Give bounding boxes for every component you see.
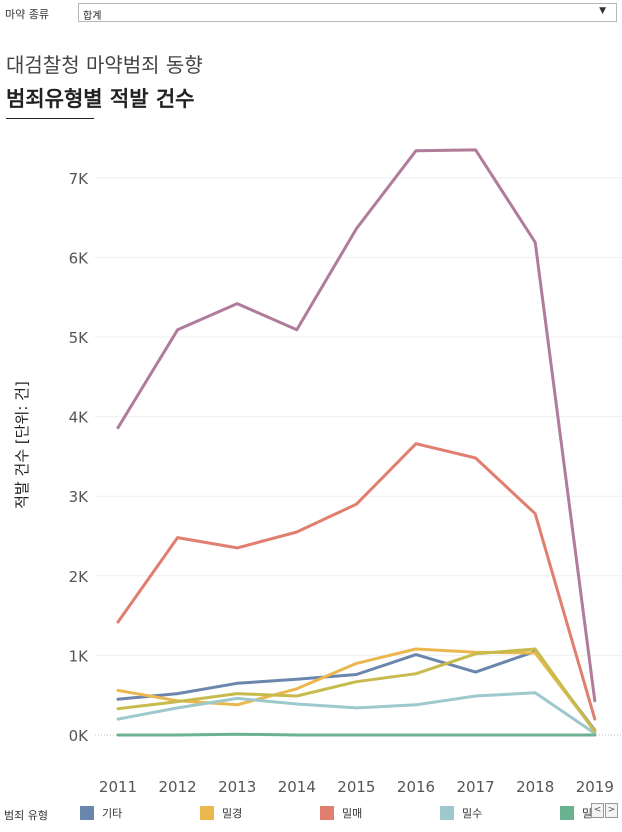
x-tick-label: 2016: [397, 778, 435, 796]
y-tick-label: 7K: [69, 170, 90, 188]
series-line-기타[interactable]: [116, 649, 597, 732]
y-tick-label: 2K: [69, 568, 90, 586]
y-tick-label: 3K: [69, 488, 90, 506]
legend-title: 범죄 유형: [4, 809, 48, 822]
series-line-밀수[interactable]: [116, 691, 597, 735]
y-tick-label: 1K: [69, 647, 90, 665]
y-tick-label: 4K: [69, 409, 90, 427]
series-line-밀매[interactable]: [116, 442, 597, 721]
legend-scroll-left-button[interactable]: <: [591, 803, 604, 818]
drug-type-dropdown[interactable]: 합계 ▼: [78, 3, 617, 22]
page-title: 대검찰청 마약범죄 동향: [6, 53, 203, 77]
legend-item-truncated[interactable]: 밀: [560, 805, 592, 821]
legend-item-etc[interactable]: 기타: [80, 805, 122, 821]
legend-label: 밀수: [462, 807, 483, 820]
series-line-밀경[interactable]: [116, 647, 597, 733]
x-tick-label: 2018: [516, 778, 554, 796]
series-line-밀[interactable]: [116, 732, 597, 737]
legend-scroll-right-button[interactable]: >: [605, 803, 618, 818]
x-tick-label: 2015: [337, 778, 375, 796]
chart-title: 범죄유형별 적발 건수: [6, 87, 195, 111]
x-axis: 2011 2012 2013 2014 2015 2016 2017 2018 2019: [99, 778, 614, 796]
x-tick-label: 2011: [99, 778, 137, 796]
legend-swatch: [320, 806, 334, 820]
x-tick-label: 2019: [576, 778, 614, 796]
x-tick-label: 2013: [218, 778, 256, 796]
legend: 범죄 유형 기타 밀경 밀매 밀수 밀 < >: [0, 800, 622, 832]
legend-swatch: [440, 806, 454, 820]
y-tick-label: 6K: [69, 249, 90, 267]
legend-item-smuggling[interactable]: 밀수: [440, 805, 482, 821]
legend-item-trafficking[interactable]: 밀매: [320, 805, 362, 821]
y-tick-label: 0K: [69, 727, 90, 745]
legend-label: 기타: [102, 807, 123, 820]
dropdown-selected-value: 합계: [83, 11, 102, 22]
x-tick-label: 2012: [159, 778, 197, 796]
series-line-합계[interactable]: [116, 148, 597, 703]
legend-scroll-buttons: < >: [591, 803, 618, 818]
y-axis-label: 적발 건수 [단위: 건]: [13, 381, 31, 509]
grid-lines: [95, 177, 622, 736]
legend-label: 밀경: [222, 807, 243, 820]
x-tick-label: 2017: [457, 778, 495, 796]
legend-item-cultivation[interactable]: 밀경: [200, 805, 242, 821]
legend-swatch: [200, 806, 214, 820]
y-tick-label: 5K: [69, 329, 90, 347]
legend-label: 밀매: [342, 807, 363, 820]
legend-swatch: [80, 806, 94, 820]
filter-label: 마약 종류: [5, 8, 49, 21]
legend-label: 밀: [582, 807, 593, 820]
chevron-down-icon: ▼: [599, 6, 606, 16]
x-tick-label: 2014: [278, 778, 316, 796]
series-lines: [116, 148, 597, 737]
title-underline: [6, 118, 94, 119]
legend-swatch: [560, 806, 574, 820]
series-line-밀조[interactable]: [116, 647, 597, 734]
y-axis: 0K 1K 2K 3K 4K 5K 6K 7K: [69, 170, 90, 745]
